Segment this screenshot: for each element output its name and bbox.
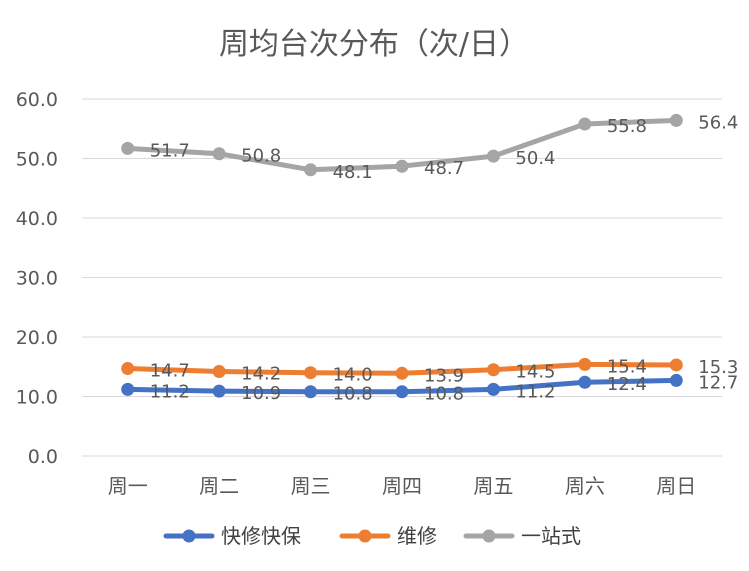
x-tick-label: 周六: [565, 474, 605, 498]
data-label: 51.7: [150, 140, 190, 161]
data-point: [395, 159, 409, 173]
series-2: [121, 357, 683, 380]
legend: 快修快保 维修 一站式: [163, 524, 581, 548]
data-label: 11.2: [515, 381, 555, 402]
y-tick-label: 50.0: [16, 149, 58, 171]
legend-item: 一站式: [463, 524, 581, 548]
data-label: 50.4: [515, 148, 555, 169]
data-point: [395, 385, 409, 399]
data-point: [578, 375, 592, 389]
chart-title: 周均台次分布（次/日）: [219, 27, 529, 62]
data-label: 12.7: [698, 372, 738, 393]
data-label: 55.8: [607, 116, 647, 137]
series-lines: [121, 113, 683, 399]
legend-item: 快修快保: [163, 524, 301, 548]
x-tick-label: 周五: [473, 474, 513, 498]
data-label: 14.2: [241, 364, 281, 385]
data-point: [578, 357, 592, 371]
data-label: 56.4: [698, 112, 738, 133]
data-label: 14.5: [515, 362, 555, 383]
y-tick-label: 0.0: [28, 446, 58, 468]
data-point: [212, 365, 226, 379]
data-point: [669, 373, 683, 387]
data-label: 48.7: [424, 158, 464, 179]
data-point: [304, 366, 318, 380]
data-point: [486, 149, 500, 163]
data-point: [395, 366, 409, 380]
x-tick-label: 周日: [656, 474, 696, 498]
legend-label: 维修: [397, 524, 437, 548]
y-tick-label: 10.0: [16, 387, 58, 409]
x-tick-label: 周二: [199, 474, 239, 498]
data-point: [121, 382, 135, 396]
data-point: [669, 358, 683, 372]
x-tick-label: 周四: [382, 474, 422, 498]
legend-item: 维修: [339, 524, 437, 548]
data-point: [486, 363, 500, 377]
data-point: [212, 147, 226, 161]
x-axis-tick-labels: 周一 周二 周三 周四 周五 周六 周日: [108, 474, 697, 498]
legend-swatch-marker: [482, 529, 496, 543]
data-point: [304, 163, 318, 177]
legend-swatch-marker: [182, 529, 196, 543]
data-label: 15.4: [607, 356, 647, 377]
gridlines: [82, 98, 722, 457]
data-point: [486, 382, 500, 396]
series-1: [121, 373, 683, 399]
legend-label: 快修快保: [221, 524, 301, 548]
y-tick-label: 30.0: [16, 268, 58, 290]
data-label: 11.2: [150, 381, 190, 402]
data-point: [121, 141, 135, 155]
data-label: 10.9: [241, 383, 281, 404]
data-point: [669, 113, 683, 127]
x-tick-label: 周三: [291, 474, 331, 498]
data-label: 15.3: [698, 357, 738, 378]
y-tick-label: 20.0: [16, 327, 58, 349]
data-label: 14.0: [333, 365, 373, 386]
data-labels: 11.2 10.9 10.8 10.8 11.2 12.4 12.7 14.7 14.2 14.0…: [150, 112, 739, 404]
legend-swatch-marker: [358, 529, 372, 543]
data-label: 10.8: [424, 384, 464, 405]
data-label: 12.4: [607, 374, 647, 395]
data-label: 48.1: [333, 162, 373, 183]
x-tick-label: 周一: [108, 474, 148, 498]
data-point: [578, 117, 592, 131]
series-3: [121, 113, 683, 177]
data-label: 50.8: [241, 146, 281, 167]
data-label: 10.8: [333, 384, 373, 405]
y-tick-label: 40.0: [16, 208, 58, 230]
data-label: 14.7: [150, 361, 190, 382]
y-axis-tick-labels: 0.0 10.0 20.0 30.0 40.0 50.0 60.0: [16, 89, 58, 468]
y-tick-label: 60.0: [16, 89, 58, 111]
legend-label: 一站式: [521, 524, 581, 548]
data-point: [212, 384, 226, 398]
data-point: [121, 362, 135, 376]
data-label: 13.9: [424, 365, 464, 386]
data-point: [304, 385, 318, 399]
